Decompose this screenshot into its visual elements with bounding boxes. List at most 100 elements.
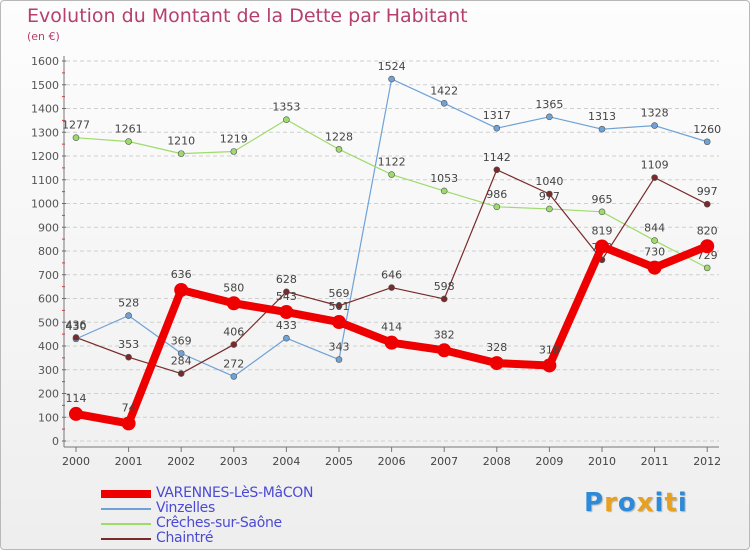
- data-point: [335, 146, 343, 153]
- data-point: [177, 370, 185, 377]
- data-label: 406: [223, 326, 244, 339]
- data-label: 1353: [272, 101, 300, 114]
- x-tick-label: 2004: [272, 455, 300, 468]
- data-point: [72, 134, 80, 142]
- y-tick-label: 1500: [31, 79, 59, 92]
- legend-swatch: [101, 523, 151, 525]
- data-label: 1365: [535, 98, 563, 111]
- data-label: 819: [592, 224, 613, 237]
- data-label: 844: [644, 222, 665, 235]
- data-point: [493, 203, 501, 211]
- data-label: 343: [329, 341, 350, 354]
- data-point: [388, 75, 395, 83]
- data-point: [177, 350, 185, 357]
- data-point: [226, 296, 241, 311]
- x-tick-label: 2011: [641, 455, 669, 468]
- data-label: 382: [434, 328, 455, 341]
- y-tick-label: 200: [38, 388, 59, 401]
- logo-letter: x: [636, 488, 655, 518]
- y-tick-label: 300: [38, 364, 59, 377]
- y-tick-label: 1000: [31, 198, 59, 211]
- x-tick-label: 2000: [62, 455, 90, 468]
- data-point: [493, 166, 501, 174]
- data-label: 965: [592, 193, 613, 206]
- data-point: [388, 171, 395, 178]
- data-label: 543: [276, 290, 297, 303]
- legend-swatch: [101, 538, 151, 540]
- logo-letter: i: [654, 488, 665, 518]
- x-tick-label: 2009: [535, 455, 563, 468]
- logo-letter: r: [604, 488, 618, 518]
- proxiti-logo: Proxiti: [584, 488, 688, 518]
- data-label: 353: [118, 338, 139, 351]
- data-point: [700, 239, 715, 254]
- data-point: [489, 356, 504, 371]
- data-point: [384, 335, 399, 350]
- y-tick-label: 600: [38, 293, 59, 306]
- legend-label: Vinzelles: [156, 500, 215, 516]
- data-label: 1328: [641, 107, 669, 120]
- data-label: 730: [644, 246, 665, 259]
- data-point: [703, 264, 711, 272]
- data-point: [283, 334, 290, 342]
- chart-subtitle: (en €): [27, 30, 60, 43]
- x-tick-label: 2005: [325, 455, 353, 468]
- y-tick-label: 900: [38, 221, 59, 234]
- data-label: 646: [381, 269, 402, 282]
- data-label: 1219: [220, 132, 248, 145]
- data-label: 284: [171, 355, 192, 368]
- chart-title: Evolution du Montant de la Dette par Hab…: [27, 5, 468, 27]
- data-label: 272: [223, 357, 244, 370]
- data-point: [332, 315, 346, 330]
- data-point: [69, 406, 83, 421]
- data-label: 528: [118, 297, 139, 310]
- data-label: 1210: [167, 135, 195, 148]
- data-point: [440, 187, 448, 195]
- data-label: 1122: [378, 156, 406, 169]
- data-point: [283, 116, 290, 123]
- x-tick-label: 2002: [167, 455, 195, 468]
- data-label: 820: [697, 224, 718, 237]
- data-label: 598: [434, 280, 455, 293]
- data-label: 114: [66, 392, 87, 405]
- data-label: 501: [329, 300, 350, 313]
- data-point: [335, 302, 343, 310]
- y-tick-label: 100: [38, 411, 59, 424]
- x-tick-label: 2003: [220, 455, 248, 468]
- data-point: [440, 99, 448, 107]
- data-point: [598, 125, 606, 133]
- x-tick-label: 2006: [378, 455, 406, 468]
- x-tick-label: 2008: [483, 455, 511, 468]
- data-point: [651, 237, 658, 244]
- data-label: 430: [66, 320, 87, 333]
- data-label: 414: [381, 321, 402, 334]
- data-point: [177, 150, 185, 157]
- data-label: 580: [223, 281, 244, 294]
- data-label: 1261: [115, 123, 143, 136]
- data-label: 636: [171, 268, 192, 281]
- data-point: [542, 358, 557, 373]
- data-label: 1422: [430, 84, 458, 97]
- legend-label: Crêches-sur-Saône: [156, 515, 282, 531]
- y-tick-label: 700: [38, 269, 59, 282]
- data-label: 1053: [430, 172, 458, 185]
- logo-letter: i: [677, 488, 688, 518]
- data-point: [647, 260, 662, 275]
- data-label: 569: [329, 287, 350, 300]
- data-label: 436: [66, 318, 87, 331]
- logo-letter: P: [584, 488, 605, 518]
- data-label: 74: [122, 401, 136, 414]
- data-point: [440, 295, 448, 303]
- x-tick-label: 2001: [115, 455, 143, 468]
- data-point: [230, 148, 238, 155]
- data-label: 318: [539, 343, 560, 356]
- data-point: [651, 122, 658, 129]
- data-point: [335, 356, 343, 363]
- data-label: 1260: [693, 123, 721, 136]
- data-label: 628: [276, 273, 297, 286]
- data-point: [121, 416, 136, 431]
- data-label: 433: [276, 319, 297, 332]
- data-point: [125, 138, 132, 145]
- y-tick-label: 1300: [31, 126, 59, 139]
